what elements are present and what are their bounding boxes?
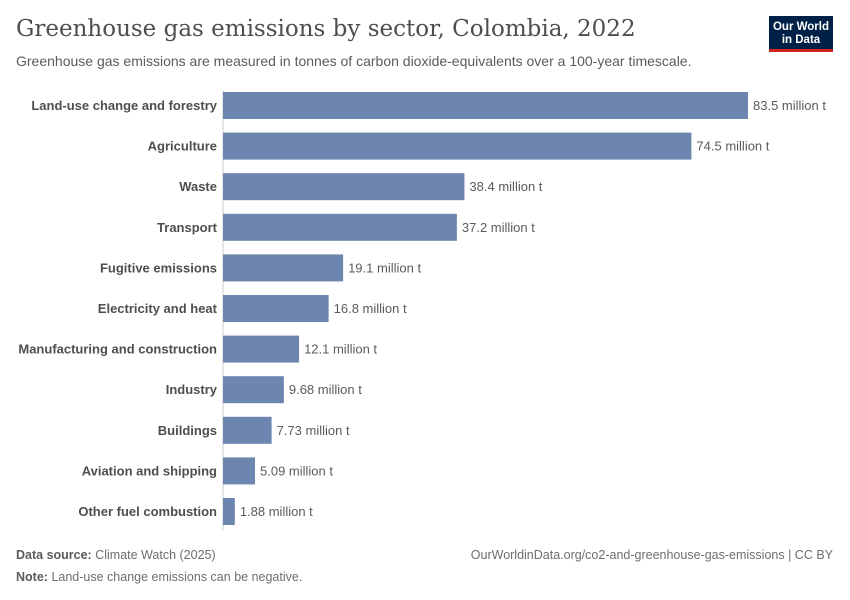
- value-label: 7.73 million t: [277, 423, 350, 438]
- value-label: 19.1 million t: [348, 260, 421, 275]
- category-label: Waste: [179, 179, 217, 194]
- bar: [223, 335, 300, 363]
- bar: [223, 498, 235, 525]
- bar: [223, 92, 748, 119]
- value-label: 12.1 million t: [304, 342, 377, 357]
- data-source-value[interactable]: Climate Watch (2025): [95, 548, 216, 562]
- bar: [223, 416, 272, 444]
- category-label: Aviation and shipping: [82, 463, 217, 478]
- bar: [223, 457, 256, 485]
- value-label: 74.5 million t: [696, 139, 769, 154]
- source-url[interactable]: OurWorldinData.org/co2-and-greenhouse-ga…: [470, 548, 833, 562]
- bar: [223, 173, 465, 201]
- chart-note: Note: Land-use change emissions can be n…: [16, 570, 302, 584]
- bar-chart: Land-use change and forestry 83.5 million…: [18, 90, 826, 531]
- chart-subtitle: Greenhouse gas emissions are measured in…: [16, 53, 692, 69]
- category-label: Manufacturing and construction: [18, 342, 217, 357]
- value-label: 37.2 million t: [462, 220, 535, 235]
- category-label: Land-use change and forestry: [31, 98, 217, 113]
- value-label: 38.4 million t: [469, 179, 542, 194]
- data-source: Data source: Climate Watch (2025): [16, 548, 216, 562]
- bar: [223, 213, 457, 241]
- owid-logo[interactable]: Our World in Data: [769, 16, 833, 52]
- category-label: Agriculture: [148, 139, 217, 154]
- bar: [223, 132, 692, 160]
- category-label: Fugitive emissions: [100, 260, 217, 275]
- bar: [223, 254, 344, 282]
- value-label: 1.88 million t: [240, 504, 313, 519]
- value-label: 5.09 million t: [260, 463, 333, 478]
- category-label: Electricity and heat: [98, 301, 218, 316]
- chart-title: Greenhouse gas emissions by sector, Colo…: [16, 16, 636, 42]
- value-label: 16.8 million t: [334, 301, 407, 316]
- category-label: Buildings: [158, 423, 217, 438]
- logo-line-2: in Data: [781, 34, 821, 46]
- category-label: Transport: [157, 220, 218, 235]
- logo-line-1: Our World: [772, 21, 829, 33]
- data-source-label: Data source:: [16, 548, 92, 562]
- note-label: Note:: [16, 570, 48, 584]
- value-label: 9.68 million t: [289, 382, 362, 397]
- bar: [223, 376, 284, 404]
- value-label: 83.5 million t: [753, 98, 826, 113]
- note-text: Land-use change emissions can be negativ…: [51, 570, 303, 584]
- bar: [223, 295, 329, 322]
- category-label: Other fuel combustion: [78, 504, 217, 519]
- category-label: Industry: [166, 382, 218, 397]
